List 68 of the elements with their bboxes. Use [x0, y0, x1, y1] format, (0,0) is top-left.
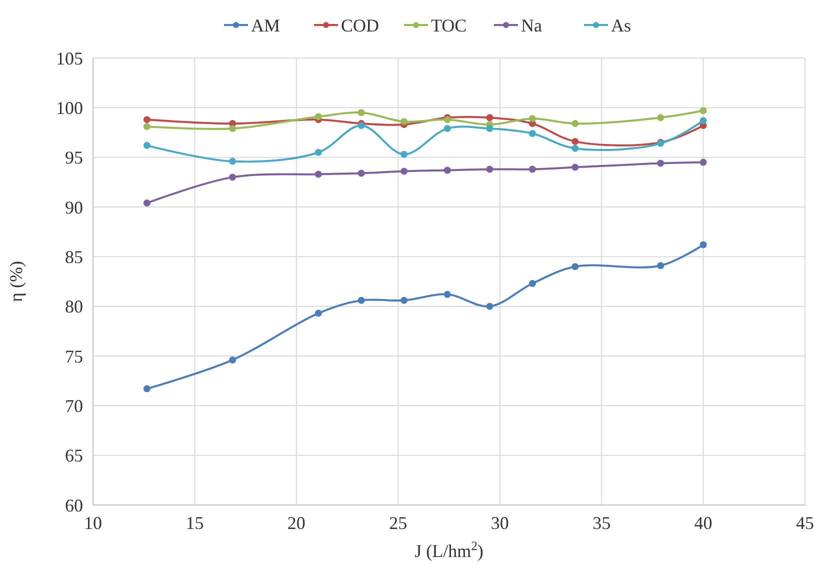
point — [444, 290, 451, 298]
point — [657, 262, 664, 270]
point — [400, 168, 408, 175]
point — [358, 296, 365, 304]
point — [143, 142, 150, 149]
point — [572, 144, 579, 152]
point — [358, 109, 365, 116]
point — [572, 138, 579, 145]
point — [528, 280, 536, 287]
point — [700, 158, 707, 166]
point — [657, 114, 664, 122]
y-tick-label: 85 — [65, 246, 83, 267]
point — [314, 170, 322, 178]
y-tick-label: 70 — [65, 396, 83, 416]
y-tick-label: 100 — [56, 98, 83, 118]
y-tick-label: 90 — [65, 197, 83, 218]
point — [657, 160, 664, 167]
point — [314, 148, 322, 156]
legend-label: As — [611, 15, 632, 36]
point — [314, 310, 322, 317]
y-tick-label: 80 — [65, 296, 83, 317]
point — [486, 166, 494, 173]
point — [229, 125, 236, 132]
point — [528, 115, 536, 122]
legend-label: TOC — [431, 15, 467, 36]
point — [572, 263, 579, 270]
point — [572, 164, 579, 171]
point — [486, 125, 494, 132]
x-axis-title: J (L/hm$^{2}$) — [414, 539, 484, 561]
point — [358, 170, 365, 177]
y-tick-label: 75 — [65, 346, 83, 366]
legend-label: Na — [521, 15, 542, 36]
x-tick-label: 20 — [287, 513, 306, 533]
point — [572, 120, 579, 128]
x-tick-label: 40 — [694, 513, 712, 533]
x-tick-label: 45 — [796, 513, 814, 533]
point — [700, 117, 707, 124]
point — [314, 113, 322, 120]
x-tick-label: 35 — [592, 513, 611, 533]
point — [486, 114, 494, 122]
y-tick-label: 65 — [65, 446, 83, 466]
point — [400, 296, 408, 304]
x-tick-label: 15 — [186, 513, 204, 533]
point — [143, 200, 150, 207]
x-tick-label: 10 — [84, 513, 102, 533]
point — [229, 356, 236, 364]
point — [444, 166, 451, 174]
x-tick-label: 30 — [490, 513, 509, 533]
point — [700, 107, 707, 114]
y-tick-label: 95 — [65, 148, 83, 168]
y-axis-title: η (%) — [6, 261, 26, 302]
point — [229, 174, 236, 181]
point — [143, 123, 150, 130]
point — [444, 125, 451, 132]
y-tick-label: 105 — [56, 48, 83, 68]
point — [143, 385, 150, 392]
point — [528, 166, 536, 173]
point — [528, 130, 536, 137]
point — [400, 150, 408, 158]
point — [486, 302, 494, 310]
point — [400, 118, 408, 126]
y-tick-label: 60 — [65, 495, 83, 516]
legend-label: AM — [251, 15, 280, 36]
legend-label: COD — [341, 15, 380, 36]
point — [700, 241, 707, 248]
point — [143, 116, 150, 124]
x-tick-label: 25 — [389, 513, 408, 533]
point — [229, 158, 236, 165]
